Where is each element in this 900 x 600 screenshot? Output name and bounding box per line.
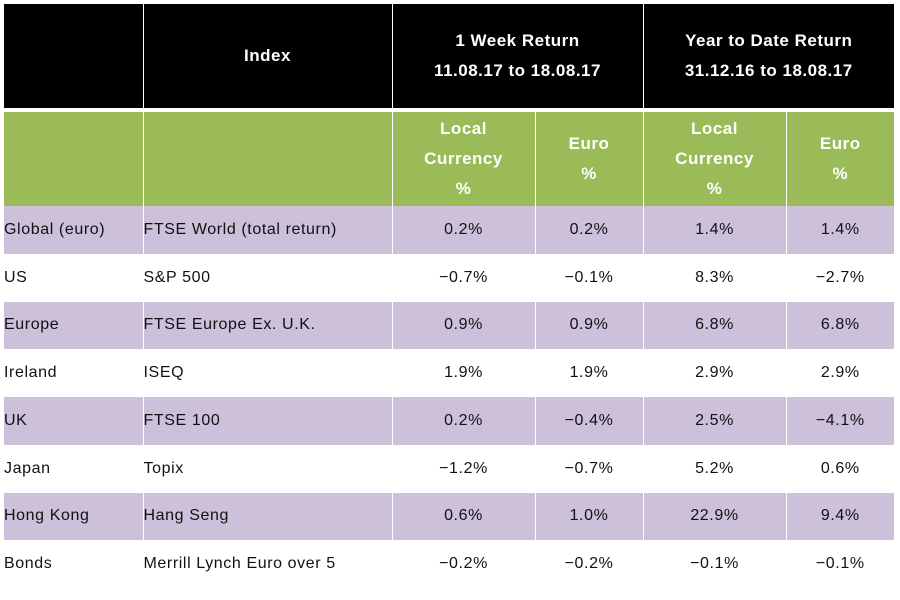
table-row: Hong Kong Hang Seng 0.6% 1.0% 22.9% 9.4%	[4, 492, 894, 541]
ytd-local-cell: −0.1%	[642, 540, 786, 588]
week-euro-cell: 1.0%	[534, 492, 643, 541]
week-euro-cell: −0.7%	[534, 444, 643, 493]
ytd-euro-cell: 1.4%	[785, 206, 894, 254]
subheader-ytd-local-cell: Local Currency %	[642, 112, 786, 206]
region-cell: Ireland	[4, 349, 143, 397]
index-cell: S&P 500	[142, 253, 392, 302]
week-euro-cell: −0.1%	[534, 253, 643, 302]
returns-table: Index 1 Week Return 11.08.17 to 18.08.17…	[4, 4, 894, 588]
subheader-week-local-cell: Local Currency %	[391, 112, 535, 206]
table-row: Europe FTSE Europe Ex. U.K. 0.9% 0.9% 6.…	[4, 301, 894, 350]
ytd-euro-cell: 0.6%	[785, 444, 894, 493]
subheader-blank-cell	[142, 112, 392, 206]
header-ytd-return-cell: Year to Date Return 31.12.16 to 18.08.17	[642, 4, 894, 108]
index-cell: FTSE Europe Ex. U.K.	[142, 301, 392, 350]
ytd-return-title: Year to Date Return	[685, 31, 853, 50]
header-row: Index 1 Week Return 11.08.17 to 18.08.17…	[4, 4, 894, 108]
header-index-cell: Index	[142, 4, 392, 108]
region-cell: Europe	[4, 301, 143, 350]
table-row: Bonds Merrill Lynch Euro over 5 −0.2% −0…	[4, 540, 894, 588]
ytd-local-cell: 22.9%	[642, 492, 786, 541]
subheader-ytd-euro-cell: Euro %	[785, 112, 894, 206]
index-cell: FTSE World (total return)	[142, 206, 392, 254]
index-cell: FTSE 100	[142, 397, 392, 445]
ytd-euro-cell: 9.4%	[785, 492, 894, 541]
week-local-cell: −0.2%	[391, 540, 535, 588]
week-euro-cell: 0.2%	[534, 206, 643, 254]
week-return-title: 1 Week Return	[455, 31, 580, 50]
region-cell: UK	[4, 397, 143, 445]
ytd-local-cell: 6.8%	[642, 301, 786, 350]
week-local-cell: 0.2%	[391, 397, 535, 445]
subheader-blank-cell	[4, 112, 143, 206]
region-cell: Japan	[4, 444, 143, 493]
ytd-euro-cell: −2.7%	[785, 253, 894, 302]
subheader-row: Local Currency % Euro % Local Currency %…	[4, 112, 894, 206]
ytd-euro-cell: −4.1%	[785, 397, 894, 445]
table-row: US S&P 500 −0.7% −0.1% 8.3% −2.7%	[4, 253, 894, 302]
week-euro-cell: −0.2%	[534, 540, 643, 588]
week-local-cell: 0.9%	[391, 301, 535, 350]
table-row: Global (euro) FTSE World (total return) …	[4, 206, 894, 254]
ytd-euro-cell: 2.9%	[785, 349, 894, 397]
table-row: Ireland ISEQ 1.9% 1.9% 2.9% 2.9%	[4, 349, 894, 397]
week-euro-cell: −0.4%	[534, 397, 643, 445]
table-row: Japan Topix −1.2% −0.7% 5.2% 0.6%	[4, 444, 894, 493]
table-row: UK FTSE 100 0.2% −0.4% 2.5% −4.1%	[4, 397, 894, 445]
week-local-cell: 0.6%	[391, 492, 535, 541]
ytd-local-cell: 1.4%	[642, 206, 786, 254]
index-cell: ISEQ	[142, 349, 392, 397]
subheader-week-euro-cell: Euro %	[534, 112, 643, 206]
ytd-local-cell: 2.5%	[642, 397, 786, 445]
region-cell: Bonds	[4, 540, 143, 588]
week-local-cell: −1.2%	[391, 444, 535, 493]
ytd-euro-cell: 6.8%	[785, 301, 894, 350]
week-euro-cell: 1.9%	[534, 349, 643, 397]
index-cell: Topix	[142, 444, 392, 493]
ytd-euro-cell: −0.1%	[785, 540, 894, 588]
week-local-cell: 1.9%	[391, 349, 535, 397]
index-cell: Hang Seng	[142, 492, 392, 541]
week-euro-cell: 0.9%	[534, 301, 643, 350]
week-local-cell: 0.2%	[391, 206, 535, 254]
week-return-range: 11.08.17 to 18.08.17	[434, 61, 601, 80]
ytd-return-range: 31.12.16 to 18.08.17	[684, 61, 853, 80]
region-cell: Global (euro)	[4, 206, 143, 254]
ytd-local-cell: 2.9%	[642, 349, 786, 397]
week-local-cell: −0.7%	[391, 253, 535, 302]
ytd-local-cell: 5.2%	[642, 444, 786, 493]
header-region-cell	[4, 4, 143, 108]
region-cell: Hong Kong	[4, 492, 143, 541]
region-cell: US	[4, 253, 143, 302]
ytd-local-cell: 8.3%	[642, 253, 786, 302]
header-week-return-cell: 1 Week Return 11.08.17 to 18.08.17	[391, 4, 643, 108]
index-cell: Merrill Lynch Euro over 5	[142, 540, 392, 588]
